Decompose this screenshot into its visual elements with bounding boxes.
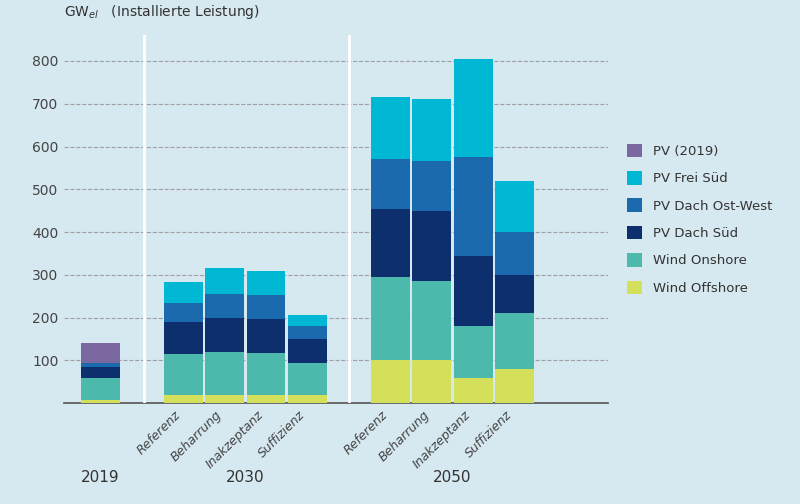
Bar bbox=[288, 395, 327, 403]
Bar bbox=[371, 277, 410, 360]
Bar bbox=[246, 353, 286, 395]
Bar bbox=[246, 395, 286, 403]
Bar bbox=[454, 377, 493, 403]
Bar bbox=[288, 362, 327, 395]
Bar bbox=[413, 161, 451, 211]
Bar bbox=[288, 316, 327, 326]
Text: GW$_{el}$   (Installierte Leistung): GW$_{el}$ (Installierte Leistung) bbox=[64, 3, 260, 21]
Bar bbox=[495, 313, 534, 369]
Bar bbox=[246, 319, 286, 353]
Bar bbox=[495, 181, 534, 232]
Bar bbox=[454, 256, 493, 326]
Bar bbox=[371, 97, 410, 159]
Bar bbox=[81, 363, 120, 367]
Bar bbox=[81, 343, 120, 363]
Bar bbox=[413, 360, 451, 403]
Bar bbox=[454, 59, 493, 157]
Bar bbox=[246, 295, 286, 319]
Bar bbox=[371, 360, 410, 403]
Bar bbox=[81, 367, 120, 378]
Text: 2050: 2050 bbox=[434, 470, 472, 485]
Bar bbox=[81, 400, 120, 403]
Bar bbox=[495, 232, 534, 275]
Bar bbox=[413, 281, 451, 360]
Bar bbox=[164, 395, 202, 403]
Bar bbox=[495, 275, 534, 313]
Bar bbox=[413, 99, 451, 161]
Bar bbox=[164, 354, 202, 395]
Bar bbox=[495, 369, 534, 403]
Bar bbox=[288, 339, 327, 362]
Bar bbox=[288, 326, 327, 339]
Bar bbox=[371, 159, 410, 209]
Text: 2030: 2030 bbox=[226, 470, 265, 485]
Bar bbox=[164, 322, 202, 354]
Bar bbox=[164, 282, 202, 303]
Bar bbox=[205, 269, 244, 294]
Bar bbox=[81, 378, 120, 400]
Bar bbox=[413, 211, 451, 281]
Bar bbox=[164, 303, 202, 322]
Legend: PV (2019), PV Frei Süd, PV Dach Ost-West, PV Dach Süd, Wind Onshore, Wind Offsho: PV (2019), PV Frei Süd, PV Dach Ost-West… bbox=[620, 137, 779, 301]
Bar bbox=[205, 352, 244, 395]
Text: 2019: 2019 bbox=[81, 470, 119, 485]
Bar bbox=[246, 271, 286, 295]
Bar bbox=[205, 294, 244, 319]
Bar bbox=[205, 395, 244, 403]
Bar bbox=[371, 209, 410, 277]
Bar bbox=[454, 326, 493, 377]
Bar bbox=[205, 319, 244, 352]
Bar bbox=[454, 157, 493, 256]
